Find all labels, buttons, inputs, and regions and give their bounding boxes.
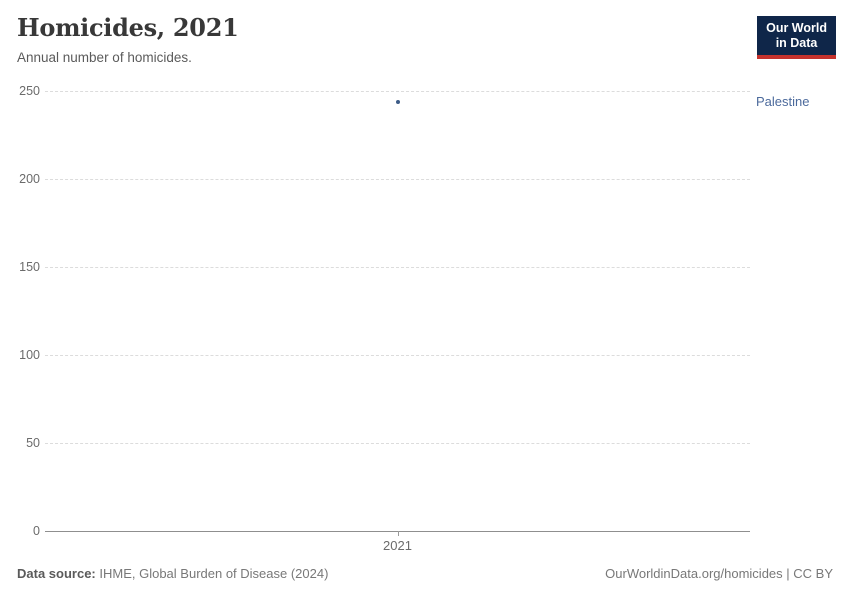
x-axis-tick-2021: 2021: [383, 538, 412, 553]
plot-area: 2021: [45, 91, 750, 553]
data-source-text: IHME, Global Burden of Disease (2024): [99, 566, 329, 581]
y-axis-tick-50: 50: [26, 436, 40, 450]
x-axis-tick-mark-2021: [397, 531, 399, 536]
data-source-label: Data source:: [17, 566, 96, 581]
gridline-100: [45, 355, 750, 356]
y-axis-tick-0: 0: [33, 524, 40, 538]
page-title: Homicides, 2021: [17, 13, 239, 42]
gridline-200: [45, 179, 750, 180]
chart-footer: Data source: IHME, Global Burden of Dise…: [17, 566, 833, 582]
y-axis-tick-250: 250: [19, 84, 40, 98]
gridline-150: [45, 267, 750, 268]
y-axis-tick-200: 200: [19, 172, 40, 186]
y-axis-tick-100: 100: [19, 348, 40, 362]
gridline-50: [45, 443, 750, 444]
y-axis-tick-150: 150: [19, 260, 40, 274]
data-source: Data source: IHME, Global Burden of Dise…: [17, 566, 328, 582]
logo-line-1: Our World: [766, 21, 827, 35]
logo-line-2: in Data: [775, 36, 818, 50]
owid-logo[interactable]: Our World in Data: [757, 16, 836, 59]
chart-subtitle: Annual number of homicides.: [17, 50, 192, 65]
entity-label-palestine[interactable]: Palestine: [756, 93, 810, 109]
attribution-link[interactable]: OurWorldinData.org/homicides | CC BY: [605, 566, 833, 581]
datapoint-palestine-2021[interactable]: [395, 99, 400, 104]
gridline-250: [45, 91, 750, 92]
